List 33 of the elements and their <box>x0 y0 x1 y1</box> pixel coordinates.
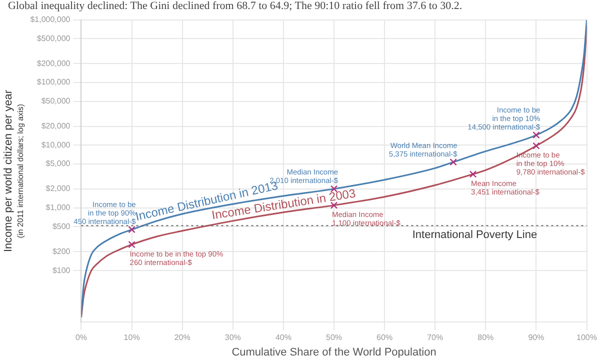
y-tick-label: $5,000 <box>46 159 71 168</box>
text: (in 2011 international dollars; log axis) <box>16 104 26 238</box>
y-tick-label: $20,000 <box>41 122 71 131</box>
x-tick-label: 80% <box>478 333 494 342</box>
point <box>330 202 338 209</box>
x-tick-label: 30% <box>224 333 241 342</box>
x-tick-label: 50% <box>326 333 342 342</box>
y-tick-label: $1,000 <box>46 203 71 212</box>
y-tick-label: $1,000,000 <box>30 15 71 24</box>
x-tick-label: 100% <box>576 333 598 342</box>
x-tick-label: 20% <box>174 333 190 342</box>
x-tick-label: 10% <box>124 333 140 342</box>
y-tick-label: $500,000 <box>36 34 71 43</box>
y-tick-label: $100,000 <box>36 78 71 87</box>
chart-title: Global inequality declined: The Gini declined from 68.7 to 64.9; The 90:10 ratio fell from 37.6 to 30.2. <box>8 0 462 12</box>
y-tick-label: $500 <box>52 222 71 231</box>
y-tick-label: $200,000 <box>36 58 71 68</box>
y-tick-label: $10,000 <box>41 140 71 150</box>
x-axis-title: Cumulative Share of the World Population <box>232 346 436 358</box>
y-tick-label: $50,000 <box>41 96 71 106</box>
point <box>532 142 540 150</box>
y-tick-label: $100 <box>52 266 71 275</box>
x-tick-label: 90% <box>528 333 544 342</box>
x-tick-label: 60% <box>376 333 393 342</box>
x-tick-label: 40% <box>275 333 292 342</box>
point <box>469 170 477 178</box>
x-tick-label: 0% <box>75 333 88 342</box>
ref-line-label: International Poverty Line <box>412 229 538 242</box>
y-tick-label: $2,000 <box>46 184 71 194</box>
point <box>128 240 136 248</box>
y-tick-label: $200 <box>52 246 71 256</box>
x-tick-label: 70% <box>427 333 444 342</box>
y-axis-title: Income per world citizen per year <box>2 90 15 252</box>
